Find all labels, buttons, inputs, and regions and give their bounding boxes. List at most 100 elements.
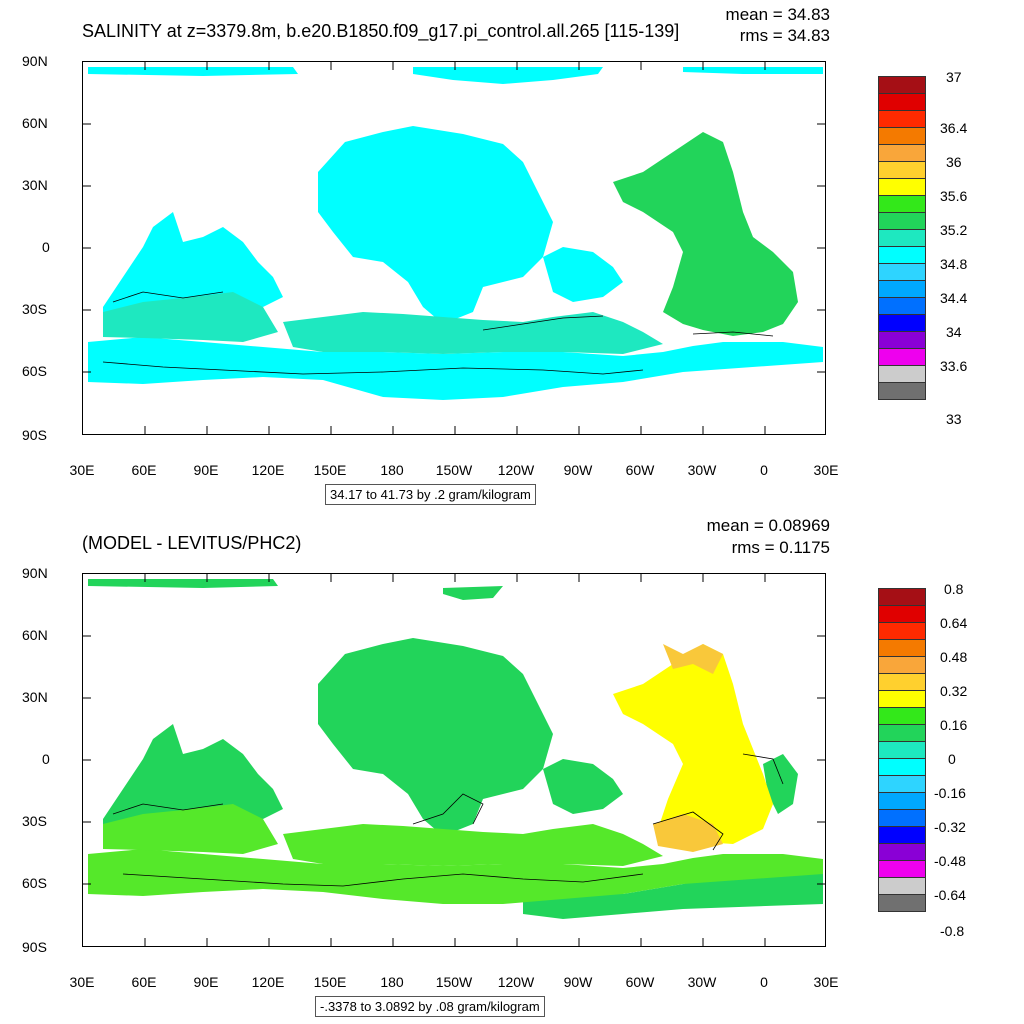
- contour-lines: [112, 753, 784, 887]
- colorbar-swatch: [878, 792, 926, 809]
- colorbar-swatch: [878, 826, 926, 843]
- lon-label: 60E: [131, 974, 157, 990]
- lat-label: 60S: [22, 875, 47, 891]
- colorbar-swatch: [878, 877, 926, 894]
- lat-label: 90N: [22, 53, 48, 69]
- lat-label: 90S: [22, 939, 47, 955]
- rms-value: rms = 34.83: [739, 26, 830, 45]
- colorbar-swatch: [878, 690, 926, 707]
- colorbar-swatch: [878, 382, 926, 400]
- lon-label: 150E: [313, 974, 347, 990]
- colorbar-label: 33.6: [940, 358, 968, 374]
- colorbar-label: 34.4: [940, 290, 968, 306]
- panel-title: SALINITY at z=3379.8m, b.e20.B1850.f09_g…: [82, 21, 680, 41]
- colorbar-label: 36: [946, 154, 962, 170]
- lon-label: 120E: [251, 974, 285, 990]
- colorbar-swatch: [878, 656, 926, 673]
- contour-range-label: 34.17 to 41.73 by .2 gram/kilogram: [325, 484, 536, 505]
- colorbar-label: -0.32: [934, 819, 966, 835]
- colorbar-swatch: [878, 263, 926, 280]
- difference-panel: (MODEL - LEVITUS/PHC2) mean = 0.08969 rm…: [0, 512, 1024, 1022]
- colorbar-swatch: [878, 843, 926, 860]
- lon-label: 0: [760, 974, 768, 990]
- lat-label: 0: [42, 751, 50, 767]
- colorbar-swatch: [878, 331, 926, 348]
- colorbar-swatch: [878, 93, 926, 110]
- lon-label: 30E: [813, 462, 839, 478]
- lat-label: 30S: [22, 813, 47, 829]
- colorbar-swatch: [878, 178, 926, 195]
- colorbar-label: 0.16: [940, 717, 968, 733]
- contour-range-label: -.3378 to 3.0892 by .08 gram/kilogram: [315, 996, 545, 1017]
- lon-label: 30W: [687, 974, 717, 990]
- colorbar-swatch: [878, 348, 926, 365]
- colorbar-label: -0.8: [940, 923, 965, 939]
- lon-label: 120W: [497, 974, 535, 990]
- colorbar-label: 0.64: [940, 615, 968, 631]
- lon-label: 60W: [625, 974, 655, 990]
- panel-title: (MODEL - LEVITUS/PHC2): [82, 533, 302, 553]
- lon-label: 90W: [563, 462, 593, 478]
- colorbar-swatch: [878, 758, 926, 775]
- colorbar-swatch: [878, 673, 926, 690]
- colorbar-swatch: [878, 314, 926, 331]
- ocean-fill-orange: [653, 644, 723, 852]
- colorbar-label: -0.48: [934, 853, 966, 869]
- colorbar-label: 0.8: [944, 581, 964, 597]
- colorbar-swatch: [878, 860, 926, 877]
- ocean-field-map: [83, 62, 825, 434]
- colorbar-swatch: [878, 775, 926, 792]
- lon-label: 30E: [813, 974, 839, 990]
- colorbar-swatch: [878, 297, 926, 314]
- ticks: [83, 62, 825, 434]
- lat-label: 90N: [22, 565, 48, 581]
- map-plot: [82, 61, 826, 435]
- lon-label: 120E: [251, 462, 285, 478]
- colorbar-swatch: [878, 144, 926, 161]
- lon-label: 90E: [193, 974, 219, 990]
- lat-label: 60N: [22, 115, 48, 131]
- colorbar-swatch: [878, 724, 926, 741]
- lon-label: 150W: [435, 462, 473, 478]
- colorbar-swatch: [878, 280, 926, 297]
- colorbar-swatch: [878, 212, 926, 229]
- salinity-panel: SALINITY at z=3379.8m, b.e20.B1850.f09_g…: [0, 0, 1024, 510]
- lon-label: 30E: [69, 462, 95, 478]
- ocean-fill-south: [88, 804, 823, 904]
- ocean-fill-south: [103, 292, 663, 354]
- mean-value: mean = 0.08969: [706, 516, 830, 535]
- colorbar-label: 0.32: [940, 683, 968, 699]
- lat-label: 0: [42, 239, 50, 255]
- lat-label: 60S: [22, 363, 47, 379]
- colorbar: [878, 76, 926, 400]
- lon-label: 60E: [131, 462, 157, 478]
- colorbar-swatch: [878, 110, 926, 127]
- colorbar-swatch: [878, 809, 926, 826]
- lon-label: 60W: [625, 462, 655, 478]
- lon-label: 180: [380, 974, 404, 990]
- lon-label: 90W: [563, 974, 593, 990]
- colorbar-label: 37: [946, 69, 962, 85]
- colorbar-swatch: [878, 894, 926, 912]
- lon-label: 150E: [313, 462, 347, 478]
- lon-label: 150W: [435, 974, 473, 990]
- colorbar-swatch: [878, 161, 926, 178]
- lat-label: 30S: [22, 301, 47, 317]
- colorbar-label: 36.4: [940, 120, 968, 136]
- ocean-fill-atlantic: [613, 132, 798, 336]
- rms-value: rms = 0.1175: [731, 538, 830, 557]
- colorbar-label: -0.64: [934, 887, 966, 903]
- colorbar-swatch: [878, 195, 926, 212]
- lon-label: 120W: [497, 462, 535, 478]
- contour-lines: [102, 291, 774, 375]
- colorbar-swatch: [878, 622, 926, 639]
- map-plot: [82, 573, 826, 947]
- colorbar-label: 0.48: [940, 649, 968, 665]
- lat-label: 30N: [22, 689, 48, 705]
- colorbar-swatch: [878, 588, 926, 605]
- colorbar-swatch: [878, 639, 926, 656]
- colorbar-swatch: [878, 127, 926, 144]
- colorbar-swatch: [878, 229, 926, 246]
- lon-label: 180: [380, 462, 404, 478]
- colorbar-label: -0.16: [934, 785, 966, 801]
